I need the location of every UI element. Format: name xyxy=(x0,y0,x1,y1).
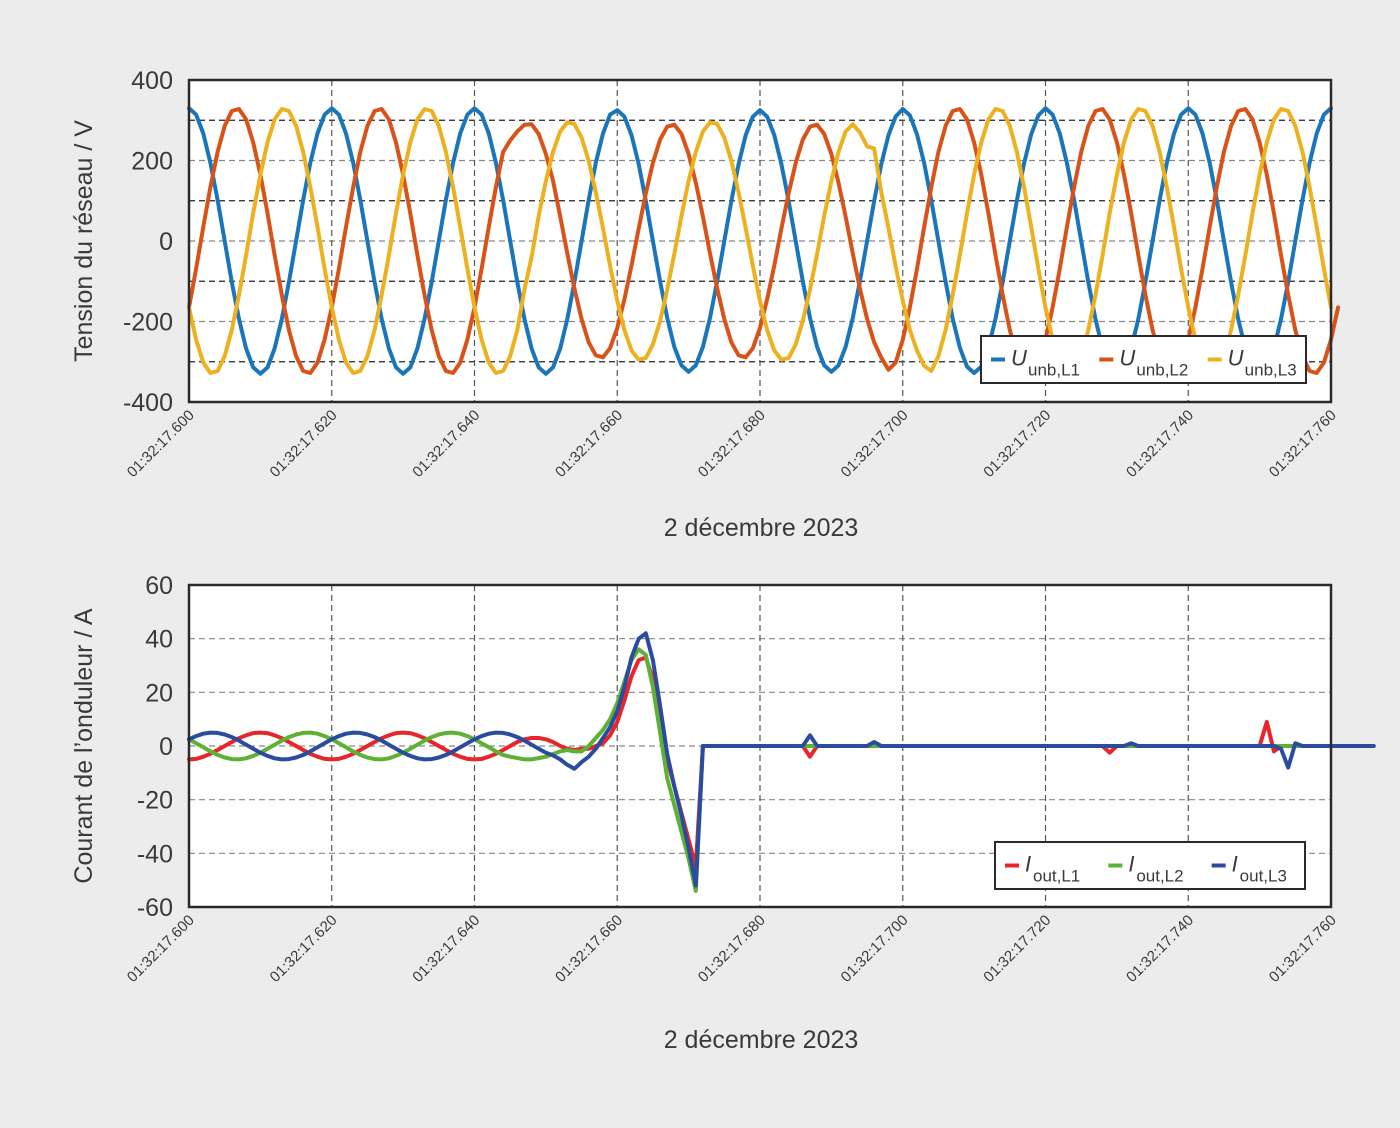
y-tick-label: -40 xyxy=(137,840,173,868)
x-tick-label: 01:32:17.740 xyxy=(1123,912,1197,986)
x-tick-label: 01:32:17.620 xyxy=(267,407,341,481)
legend-label-subscript: unb,L1 xyxy=(1028,361,1080,380)
y-tick-label: 0 xyxy=(159,228,173,256)
x-tick-label: 01:32:17.600 xyxy=(124,912,198,986)
y-tick-label: -200 xyxy=(123,309,173,337)
series-line-out-l3 xyxy=(187,631,1376,888)
y-tick-label: 60 xyxy=(145,572,173,600)
series-line-unb-l3 xyxy=(187,107,1333,375)
y-axis-label: Courant de l’onduleur / A xyxy=(70,608,98,884)
x-tick-label: 01:32:17.680 xyxy=(695,912,769,986)
x-axis-label: 2 décembre 2023 xyxy=(664,514,859,542)
x-tick-label: 01:32:17.660 xyxy=(552,407,626,481)
y-tick-label: 0 xyxy=(159,733,173,761)
x-tick-label: 01:32:17.660 xyxy=(552,912,626,986)
legend-label-subscript: unb,L3 xyxy=(1245,361,1297,380)
x-tick-label: 01:32:17.680 xyxy=(695,407,769,481)
plot-frame xyxy=(187,78,1333,404)
legend-label: U xyxy=(1011,346,1027,371)
x-tick-label: 01:32:17.720 xyxy=(980,912,1054,986)
y-tick-label: -20 xyxy=(137,787,173,815)
legend-label-subscript: unb,L2 xyxy=(1136,361,1188,380)
x-axis-label: 2 décembre 2023 xyxy=(664,1026,859,1054)
plot-frame xyxy=(187,583,1333,909)
x-tick-label: 01:32:17.600 xyxy=(124,407,198,481)
x-tick-label: 01:32:17.740 xyxy=(1123,407,1197,481)
x-tick-label: 01:32:17.720 xyxy=(980,407,1054,481)
legend-label: I xyxy=(1232,852,1238,877)
x-tick-label: 01:32:17.640 xyxy=(409,912,483,986)
legend-label: I xyxy=(1025,852,1031,877)
y-tick-label: 200 xyxy=(131,148,173,176)
x-tick-label: 01:32:17.760 xyxy=(1266,912,1340,986)
x-tick-label: 01:32:17.760 xyxy=(1266,407,1340,481)
legend-label-subscript: out,L1 xyxy=(1033,867,1080,886)
x-tick-label: 01:32:17.700 xyxy=(838,912,912,986)
x-tick-label: 01:32:17.700 xyxy=(838,407,912,481)
legend-label: I xyxy=(1128,852,1134,877)
y-tick-label: 20 xyxy=(145,679,173,707)
y-tick-label: -400 xyxy=(123,389,173,417)
y-axis-label: Tension du réseau / V xyxy=(70,120,98,362)
legend-label-subscript: out,L2 xyxy=(1136,867,1183,886)
x-tick-label: 01:32:17.640 xyxy=(409,407,483,481)
legend-label: U xyxy=(1228,346,1244,371)
legend-label-subscript: out,L3 xyxy=(1240,867,1287,886)
x-tick-label: 01:32:17.620 xyxy=(267,912,341,986)
y-tick-label: 400 xyxy=(131,67,173,95)
y-tick-label: -60 xyxy=(137,894,173,922)
legend-label: U xyxy=(1119,346,1135,371)
y-tick-label: 40 xyxy=(145,626,173,654)
